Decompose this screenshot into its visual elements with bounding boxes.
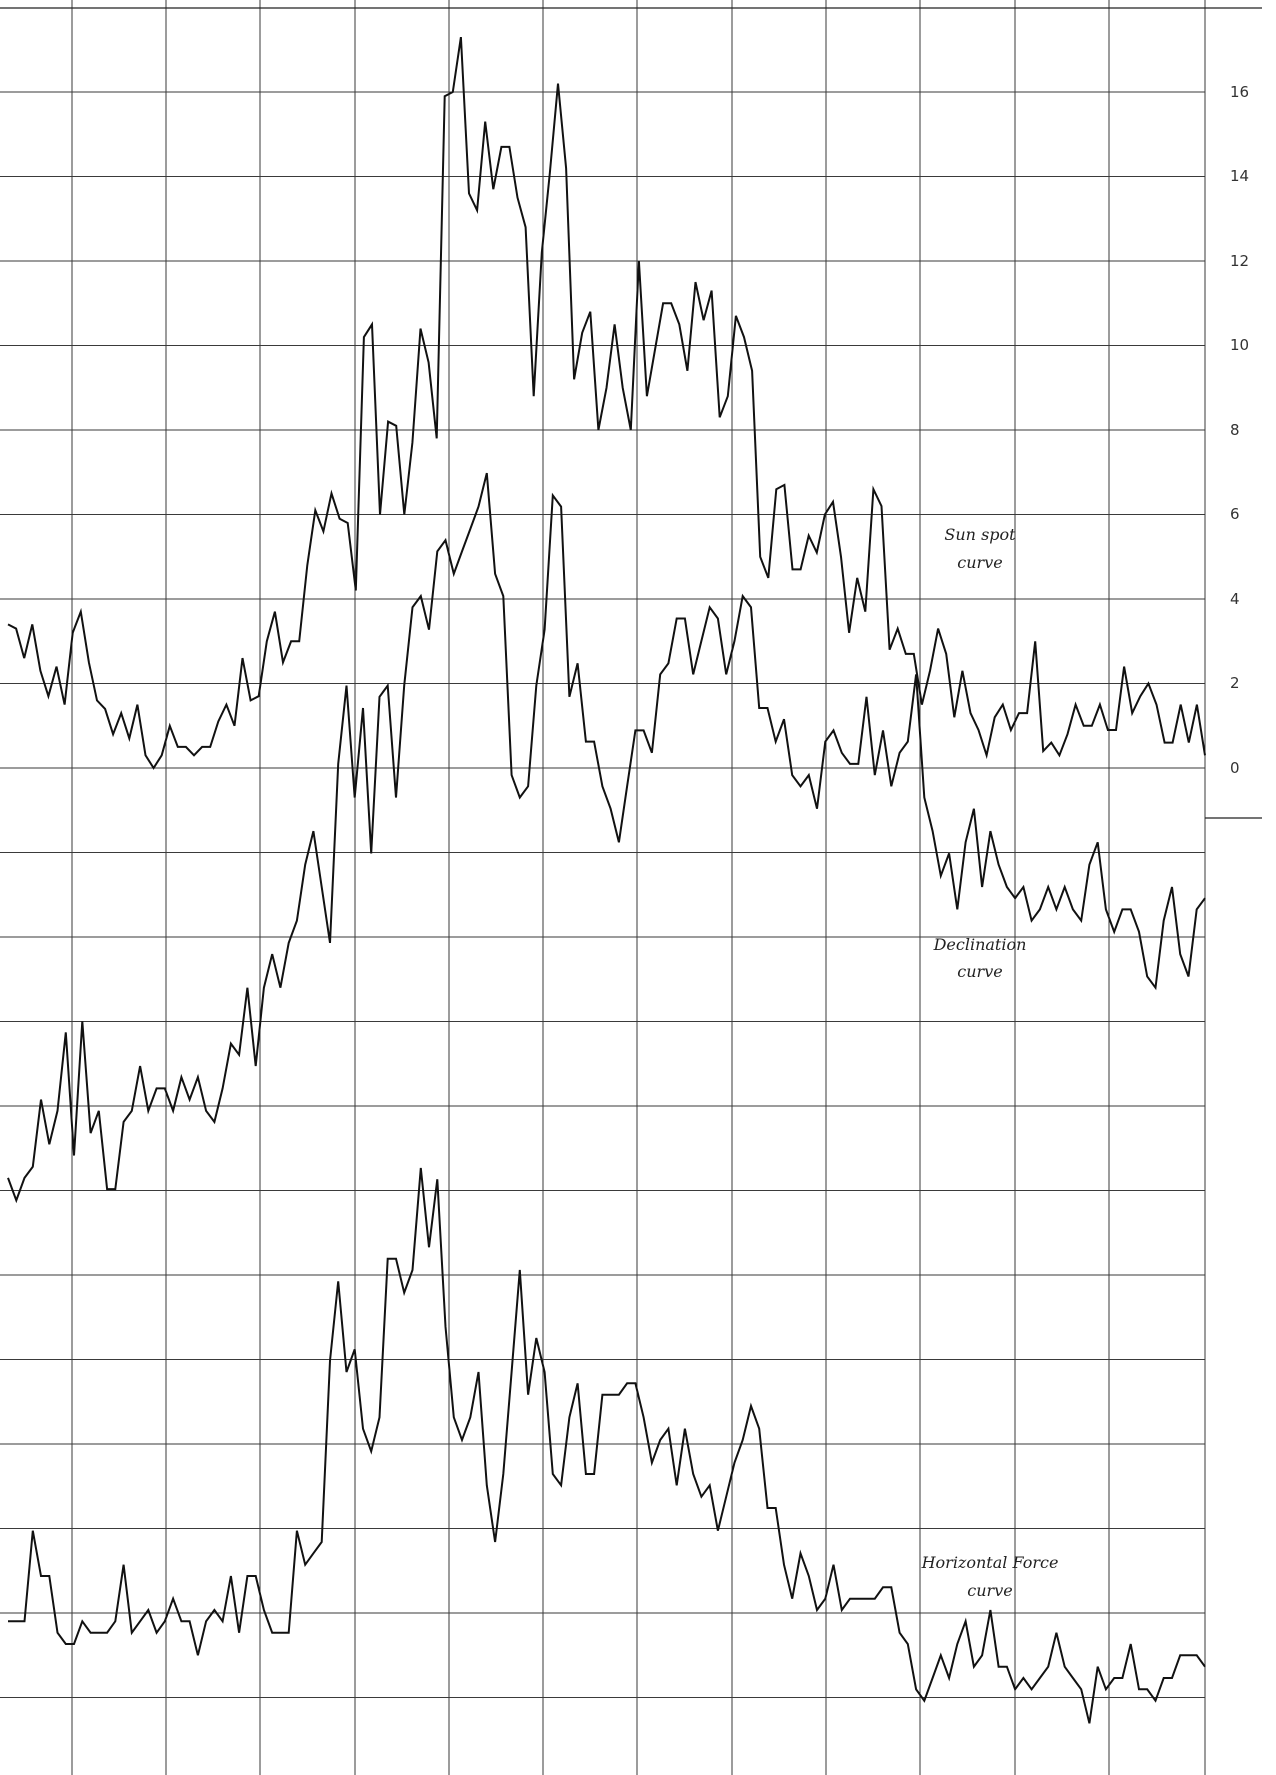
series-lines [7, 36, 1206, 1724]
horizontal-curve-line [8, 1167, 1206, 1724]
sunspot-curve-label: curve [957, 553, 1002, 572]
axis-frame [0, 7, 1262, 819]
y-tick-label: 0 [1230, 759, 1240, 777]
curve-labels: Sun spot curve Declination curve Horizontal … [921, 525, 1059, 1600]
declination-curve-label: curve [957, 962, 1002, 981]
sunspot-curve-line [7, 36, 1206, 770]
declination-curve-line [7, 472, 1206, 1204]
y-tick-label: 12 [1230, 252, 1249, 270]
declination-curve-label: Declination [933, 935, 1027, 954]
y-tick-label: 6 [1230, 505, 1240, 523]
y-tick-label: 10 [1230, 336, 1249, 354]
y-axis-ticks: 16 14 12 10 8 6 4 2 0 [1230, 83, 1249, 777]
horizontal-curve-label: curve [967, 1581, 1012, 1600]
grid [0, 0, 1206, 1775]
y-tick-label: 16 [1230, 83, 1249, 101]
sunspot-curve-label: Sun spot [944, 525, 1016, 544]
y-tick-label: 14 [1230, 167, 1249, 185]
y-tick-label: 8 [1230, 421, 1240, 439]
horizontal-curve-label: Horizontal Force [921, 1553, 1059, 1572]
y-tick-label: 2 [1230, 674, 1240, 692]
y-tick-label: 4 [1230, 590, 1240, 608]
